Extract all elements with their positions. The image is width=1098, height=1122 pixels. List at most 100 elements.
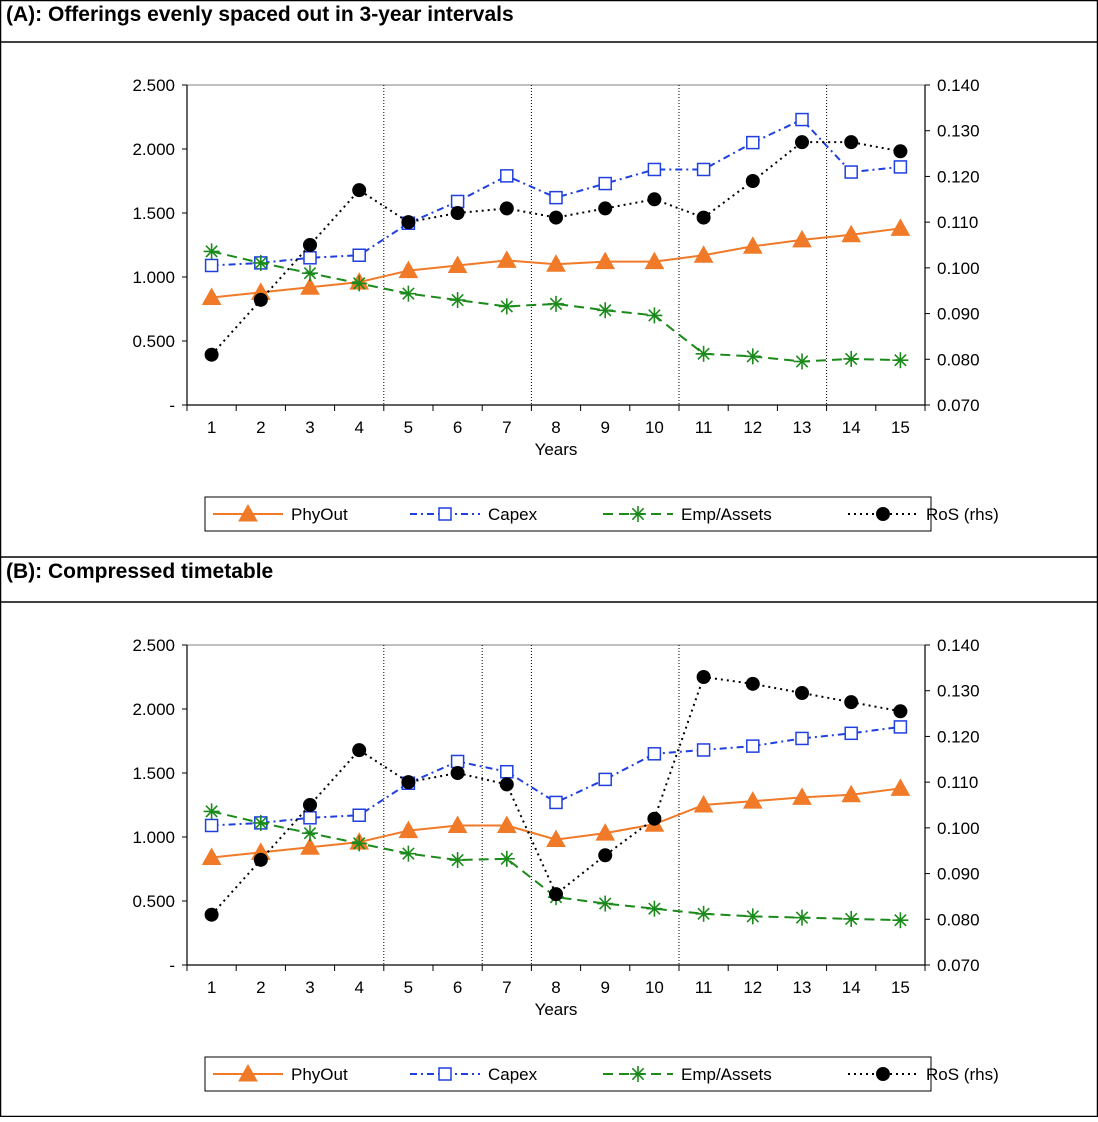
point-phyout — [447, 255, 468, 273]
legend-marker-phyout — [238, 503, 258, 522]
point-capex — [204, 258, 219, 273]
point-ros — [352, 183, 367, 198]
right-tick-label: 0.130 — [937, 122, 980, 141]
series-ros — [204, 135, 908, 362]
right-tick-label: 0.140 — [937, 76, 980, 95]
x-tick-label: 13 — [793, 418, 812, 437]
right-tick-label: 0.110 — [937, 213, 978, 232]
point-capex — [795, 112, 809, 127]
point-ros — [401, 215, 416, 230]
point-phyout — [595, 251, 616, 270]
point-ros — [598, 201, 613, 216]
x-tick-label: 5 — [404, 418, 413, 437]
point-emp — [744, 348, 761, 365]
point-ros — [499, 201, 514, 216]
point-emp — [794, 353, 810, 370]
point-capex — [598, 176, 612, 191]
panel-b-title: (B): Compressed timetable — [6, 560, 274, 583]
series-line-ros — [210, 141, 901, 356]
legend-label-phyout: PhyOut — [291, 505, 348, 524]
x-tick-label: 7 — [502, 418, 511, 437]
right-tick-label: 0.100 — [937, 259, 980, 278]
point-ros — [450, 206, 465, 220]
x-tick-label: 9 — [600, 418, 609, 437]
point-ros — [745, 174, 760, 188]
legend-label-capex: Capex — [488, 505, 538, 524]
legend-marker-emp — [630, 506, 646, 522]
point-ros — [204, 347, 219, 362]
right-tick-label: 0.080 — [937, 350, 980, 369]
x-tick-label: 15 — [891, 418, 910, 437]
point-emp — [695, 345, 712, 362]
x-tick-label: 11 — [695, 418, 713, 437]
point-capex — [647, 162, 662, 177]
point-capex — [500, 169, 514, 183]
point-phyout — [841, 224, 862, 243]
point-emp — [400, 285, 417, 302]
point-phyout — [644, 251, 665, 270]
legend-marker-ros — [876, 507, 890, 521]
point-capex — [696, 162, 711, 177]
left-tick-label: 0.500 — [132, 332, 175, 351]
point-emp — [498, 298, 515, 315]
x-tick-label: 10 — [645, 418, 664, 437]
point-emp — [252, 254, 269, 271]
legend-label-ros: RoS (rhs) — [926, 505, 999, 524]
point-phyout — [300, 277, 320, 295]
point-phyout — [742, 236, 763, 254]
point-ros — [253, 292, 268, 307]
x-tick-label: 6 — [453, 418, 462, 437]
legend-label-emp: Emp/Assets — [681, 505, 772, 524]
point-capex — [549, 190, 563, 205]
point-emp — [203, 243, 220, 260]
series-line-emp — [211, 250, 901, 363]
right-tick-label: 0.090 — [937, 305, 980, 324]
legend: PhyOut Capex Emp/Assets RoS (rhs) — [204, 496, 999, 532]
x-tick-label: 3 — [305, 418, 314, 437]
point-ros — [844, 135, 859, 150]
point-emp — [646, 307, 663, 324]
x-tick-label: 14 — [842, 418, 861, 437]
point-emp — [351, 275, 368, 292]
point-phyout — [496, 250, 517, 268]
point-emp — [302, 265, 318, 282]
point-capex — [352, 248, 366, 262]
legend-box — [204, 496, 932, 532]
panel-a-title: (A): Offerings evenly spaced out in 3-ye… — [6, 3, 514, 26]
point-phyout — [201, 287, 222, 305]
point-emp — [892, 352, 909, 369]
left-tick-label: 2.000 — [132, 140, 175, 159]
point-capex — [893, 160, 908, 174]
point-phyout — [792, 229, 812, 248]
x-tick-label: 12 — [743, 418, 762, 437]
x-tick-label: 8 — [551, 418, 560, 437]
right-tick-label: 0.120 — [937, 167, 980, 186]
right-tick-label: 0.070 — [937, 396, 980, 415]
point-emp — [843, 350, 860, 367]
point-ros — [549, 210, 563, 225]
point-ros — [696, 210, 711, 225]
point-capex — [746, 135, 760, 150]
point-capex — [844, 165, 858, 179]
point-emp — [449, 292, 466, 309]
point-capex — [303, 251, 317, 265]
point-capex — [450, 194, 465, 209]
point-ros — [795, 135, 809, 150]
series-emp — [203, 243, 909, 370]
point-emp — [548, 295, 564, 312]
point-ros — [303, 238, 317, 252]
point-phyout — [546, 254, 566, 272]
left-tick-label: 2.500 — [132, 76, 175, 95]
x-tick-label: 1 — [207, 418, 216, 437]
legend-marker-capex — [438, 507, 452, 521]
point-ros — [893, 144, 908, 159]
left-tick-label: 1.500 — [132, 204, 175, 223]
x-tick-label: 4 — [354, 418, 363, 437]
point-phyout — [693, 245, 714, 263]
point-emp — [597, 302, 614, 319]
point-phyout — [890, 218, 911, 236]
left-tick-label: - — [169, 396, 175, 415]
point-phyout — [398, 260, 419, 279]
